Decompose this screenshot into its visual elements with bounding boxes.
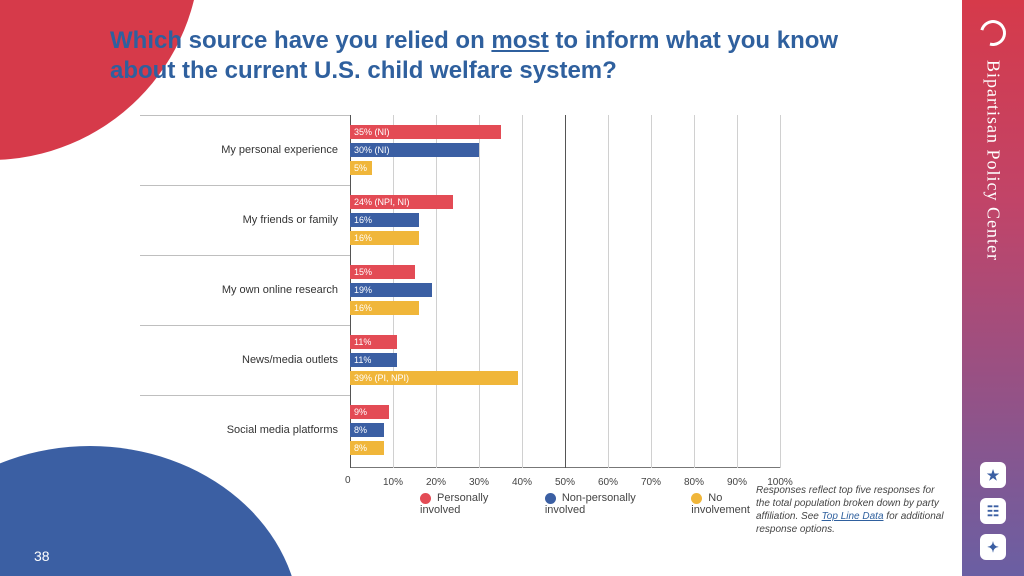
- legend-item: Personally involved: [420, 492, 527, 516]
- bar-ni: 5%: [350, 161, 372, 175]
- bar-value-label: 16%: [354, 301, 372, 315]
- bar-value-label: 5%: [354, 161, 367, 175]
- category-divider: [140, 325, 350, 326]
- legend-swatch-icon: [691, 493, 702, 504]
- x-tick-label: 10%: [383, 477, 403, 488]
- legend-swatch-icon: [545, 493, 556, 504]
- brand-icon-stack: ★ ☷ ✦: [980, 462, 1006, 560]
- category-label: My personal experience: [140, 144, 338, 156]
- x-tick-label: 70%: [641, 477, 661, 488]
- x-tick-label: 40%: [512, 477, 532, 488]
- title-underlined: most: [491, 27, 548, 54]
- category-label: Social media platforms: [140, 424, 338, 436]
- brand-star-icon: ✦: [980, 534, 1006, 560]
- category-label: My own online research: [140, 284, 338, 296]
- bar-npi: 16%: [350, 213, 419, 227]
- bar-value-label: 19%: [354, 283, 372, 297]
- slide-title: Which source have you relied on most to …: [110, 26, 890, 86]
- chart-category-group: My friends or family24% (NPI, NI)16%16%: [350, 185, 780, 255]
- bar-value-label: 8%: [354, 423, 367, 437]
- title-pre: Which source have you relied on: [110, 27, 491, 54]
- brand-badge-icon: ★: [980, 462, 1006, 488]
- chart-category-group: My personal experience35% (NI)30% (NI)5%: [350, 115, 780, 185]
- category-label: My friends or family: [140, 214, 338, 226]
- chart-legend: Personally involved Non-personally involv…: [420, 492, 780, 516]
- bar-value-label: 11%: [354, 353, 371, 367]
- bar-ni: 16%: [350, 301, 419, 315]
- bar-value-label: 8%: [354, 441, 367, 455]
- bar-npi: 8%: [350, 423, 384, 437]
- bar-pi: 15%: [350, 265, 415, 279]
- chart: 0 10%20%30%40%50%60%70%80%90%100%My pers…: [140, 115, 780, 520]
- category-label: News/media outlets: [140, 354, 338, 366]
- bar-value-label: 16%: [354, 231, 372, 245]
- x-axis-zero-label: 0: [345, 475, 351, 486]
- bar-pi: 9%: [350, 405, 389, 419]
- bar-pi: 35% (NI): [350, 125, 501, 139]
- bar-value-label: 11%: [354, 335, 371, 349]
- x-tick-label: 50%: [555, 477, 575, 488]
- chart-category-group: My own online research15%19%16%: [350, 255, 780, 325]
- category-divider: [140, 185, 350, 186]
- brand-chart-icon: ☷: [980, 498, 1006, 524]
- bar-value-label: 15%: [354, 265, 372, 279]
- slide: 38 Bipartisan Policy Center ★ ☷ ✦ Which …: [0, 0, 1024, 576]
- bar-value-label: 9%: [354, 405, 367, 419]
- x-gridline: [780, 115, 781, 468]
- bar-pi: 24% (NPI, NI): [350, 195, 453, 209]
- bar-npi: 30% (NI): [350, 143, 479, 157]
- x-tick-label: 90%: [727, 477, 747, 488]
- x-tick-label: 80%: [684, 477, 704, 488]
- category-divider: [140, 115, 350, 116]
- category-divider: [140, 395, 350, 396]
- bar-value-label: 39% (PI, NPI): [354, 371, 409, 385]
- footnote-link[interactable]: Top Line Data: [822, 511, 884, 522]
- bar-value-label: 35% (NI): [354, 125, 390, 139]
- bar-ni: 8%: [350, 441, 384, 455]
- bar-value-label: 30% (NI): [354, 143, 390, 157]
- brand-name: Bipartisan Policy Center: [983, 60, 1004, 261]
- bar-ni: 16%: [350, 231, 419, 245]
- bar-value-label: 16%: [354, 213, 372, 227]
- x-tick-label: 60%: [598, 477, 618, 488]
- chart-category-group: News/media outlets11%11%39% (PI, NPI): [350, 325, 780, 395]
- chart-plot-area: 0 10%20%30%40%50%60%70%80%90%100%My pers…: [350, 115, 780, 490]
- x-tick-label: 30%: [469, 477, 489, 488]
- brand-bar: Bipartisan Policy Center ★ ☷ ✦: [962, 0, 1024, 576]
- legend-swatch-icon: [420, 493, 431, 504]
- bar-ni: 39% (PI, NPI): [350, 371, 518, 385]
- bar-pi: 11%: [350, 335, 397, 349]
- page-number: 38: [34, 548, 50, 564]
- brand-logo-icon: [975, 15, 1011, 51]
- bar-value-label: 24% (NPI, NI): [354, 195, 410, 209]
- footnote: Responses reflect top five responses for…: [756, 484, 946, 536]
- bar-npi: 11%: [350, 353, 397, 367]
- bar-npi: 19%: [350, 283, 432, 297]
- legend-label: Non-personally involved: [545, 492, 636, 516]
- x-tick-label: 20%: [426, 477, 446, 488]
- category-divider: [140, 255, 350, 256]
- chart-category-group: Social media platforms9%8%8%: [350, 395, 780, 465]
- legend-item: Non-personally involved: [545, 492, 673, 516]
